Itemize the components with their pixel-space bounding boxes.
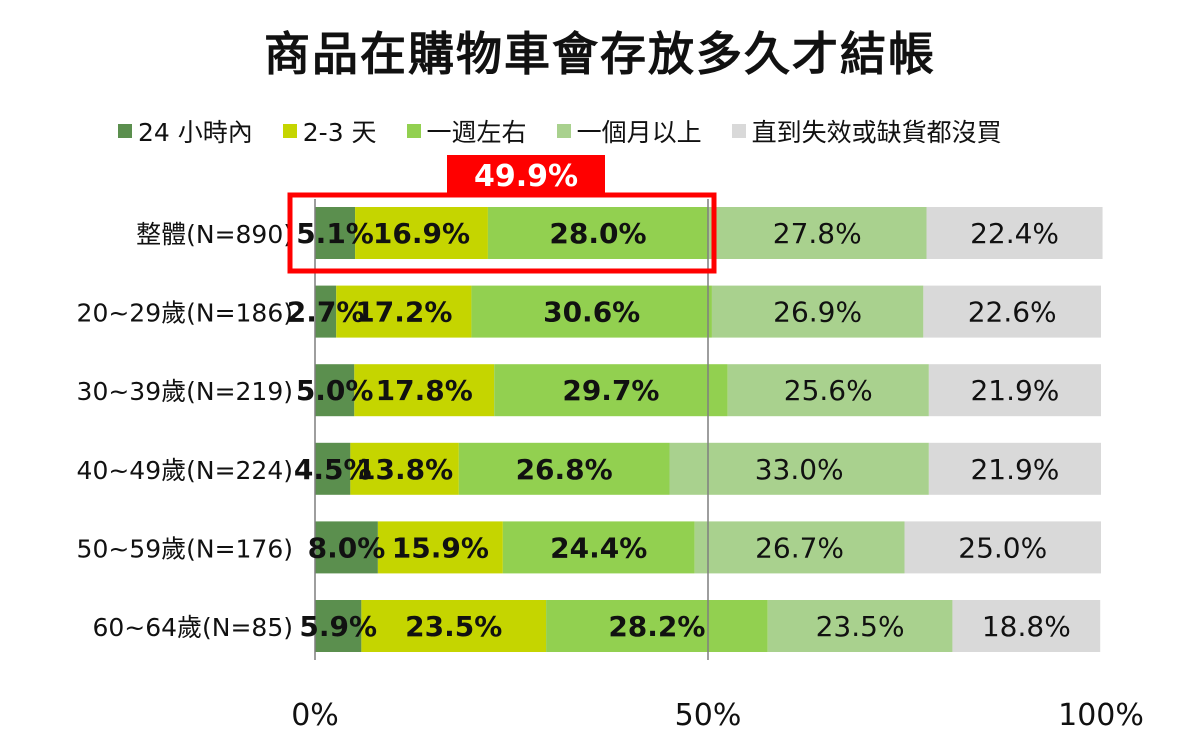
legend: 24 小時內 2-3 天 一週左右 一個月以上 直到失效或缺貨都沒買 bbox=[118, 113, 1032, 149]
bar-segment bbox=[494, 364, 728, 417]
data-label: 17.8% bbox=[376, 374, 473, 407]
data-label: 16.9% bbox=[373, 217, 470, 250]
legend-label: 一個月以上 bbox=[576, 118, 702, 147]
legend-label: 直到失效或缺貨都沒買 bbox=[751, 118, 1002, 147]
data-label: 21.9% bbox=[970, 374, 1059, 407]
bar-segment bbox=[361, 600, 547, 652]
legend-swatch bbox=[282, 124, 297, 138]
data-label: 23.5% bbox=[405, 610, 502, 643]
data-label: 24.4% bbox=[550, 531, 647, 564]
legend-item: 一週左右 bbox=[406, 113, 527, 149]
bar-segment bbox=[315, 600, 362, 652]
data-label: 2.7% bbox=[287, 296, 365, 329]
bar-segment bbox=[315, 521, 378, 574]
data-label: 21.9% bbox=[970, 453, 1059, 486]
category-label: 20~29歲(N=186) bbox=[77, 299, 293, 328]
data-label: 5.0% bbox=[296, 374, 374, 407]
bar-segment bbox=[355, 207, 488, 259]
chart-title: 商品在購物車會存放多久才結帳 bbox=[264, 27, 936, 81]
bar-segment bbox=[471, 285, 712, 338]
legend-label: 2-3 天 bbox=[302, 118, 377, 147]
bar-segment bbox=[767, 600, 953, 652]
legend-item: 一個月以上 bbox=[556, 113, 702, 149]
data-label: 28.0% bbox=[549, 217, 646, 250]
data-label: 29.7% bbox=[562, 374, 659, 407]
data-label: 5.1% bbox=[296, 217, 374, 250]
data-label: 22.6% bbox=[968, 296, 1057, 329]
bar-segment bbox=[928, 442, 1101, 495]
bar-segment bbox=[315, 442, 351, 495]
data-label: 5.9% bbox=[299, 610, 377, 643]
legend-item: 直到失效或缺貨都沒買 bbox=[731, 113, 1002, 149]
bar-segment bbox=[708, 207, 927, 259]
x-tick-label: 100% bbox=[1058, 698, 1144, 733]
annotation-tab bbox=[447, 155, 605, 195]
category-label: 30~39歲(N=219) bbox=[77, 377, 293, 406]
data-label: 27.8% bbox=[773, 217, 862, 250]
bar-segment bbox=[923, 285, 1101, 338]
bar-segment bbox=[487, 207, 708, 259]
bar-segment bbox=[350, 442, 459, 495]
x-tick-label: 50% bbox=[675, 698, 742, 733]
data-label: 4.5% bbox=[294, 453, 372, 486]
category-label: 40~49歲(N=224) bbox=[77, 456, 293, 485]
legend-swatch bbox=[731, 124, 746, 138]
data-label: 25.6% bbox=[784, 374, 873, 407]
category-label: 60~64歲(N=85) bbox=[92, 613, 293, 642]
bar-segment bbox=[336, 285, 472, 338]
legend-label: 24 小時內 bbox=[138, 118, 253, 147]
bar-segment bbox=[502, 521, 695, 574]
legend-swatch bbox=[118, 124, 132, 138]
bar-segment bbox=[315, 207, 356, 259]
bar-segment bbox=[669, 442, 929, 495]
legend-item: 2-3 天 bbox=[282, 113, 377, 149]
bar-segment bbox=[546, 600, 768, 652]
data-label: 8.0% bbox=[308, 531, 386, 564]
bar-segment bbox=[315, 364, 355, 417]
data-label: 33.0% bbox=[755, 453, 844, 486]
data-label: 23.5% bbox=[816, 610, 905, 643]
annotation-label: 49.9% bbox=[474, 159, 578, 194]
data-label: 13.8% bbox=[356, 453, 453, 486]
data-label: 26.8% bbox=[516, 453, 613, 486]
bar-segment bbox=[952, 600, 1101, 652]
bar-segment bbox=[926, 207, 1103, 259]
bar-segment bbox=[315, 285, 337, 338]
bar-segment bbox=[928, 364, 1101, 417]
x-tick-label: 0% bbox=[291, 698, 339, 733]
bar-segment bbox=[458, 442, 670, 495]
legend-label: 一週左右 bbox=[426, 118, 527, 147]
data-label: 26.9% bbox=[773, 296, 862, 329]
bar-segment bbox=[377, 521, 503, 574]
category-label: 50~59歲(N=176) bbox=[77, 534, 293, 563]
data-label: 25.0% bbox=[958, 531, 1047, 564]
data-label: 22.4% bbox=[970, 217, 1059, 250]
legend-swatch bbox=[406, 124, 421, 138]
bar-segment bbox=[727, 364, 929, 417]
bar-segment bbox=[694, 521, 905, 574]
bar-segment bbox=[904, 521, 1101, 574]
bar-segment bbox=[354, 364, 495, 417]
data-label: 30.6% bbox=[543, 296, 640, 329]
legend-item: 24 小時內 bbox=[118, 113, 253, 149]
data-label: 18.8% bbox=[982, 610, 1071, 643]
category-label: 整體(N=890) bbox=[136, 220, 293, 249]
legend-swatch bbox=[556, 124, 571, 138]
data-label: 17.2% bbox=[355, 296, 452, 329]
data-label: 15.9% bbox=[392, 531, 489, 564]
data-label: 28.2% bbox=[608, 610, 705, 643]
bar-segment bbox=[711, 285, 924, 338]
data-label: 26.7% bbox=[755, 531, 844, 564]
